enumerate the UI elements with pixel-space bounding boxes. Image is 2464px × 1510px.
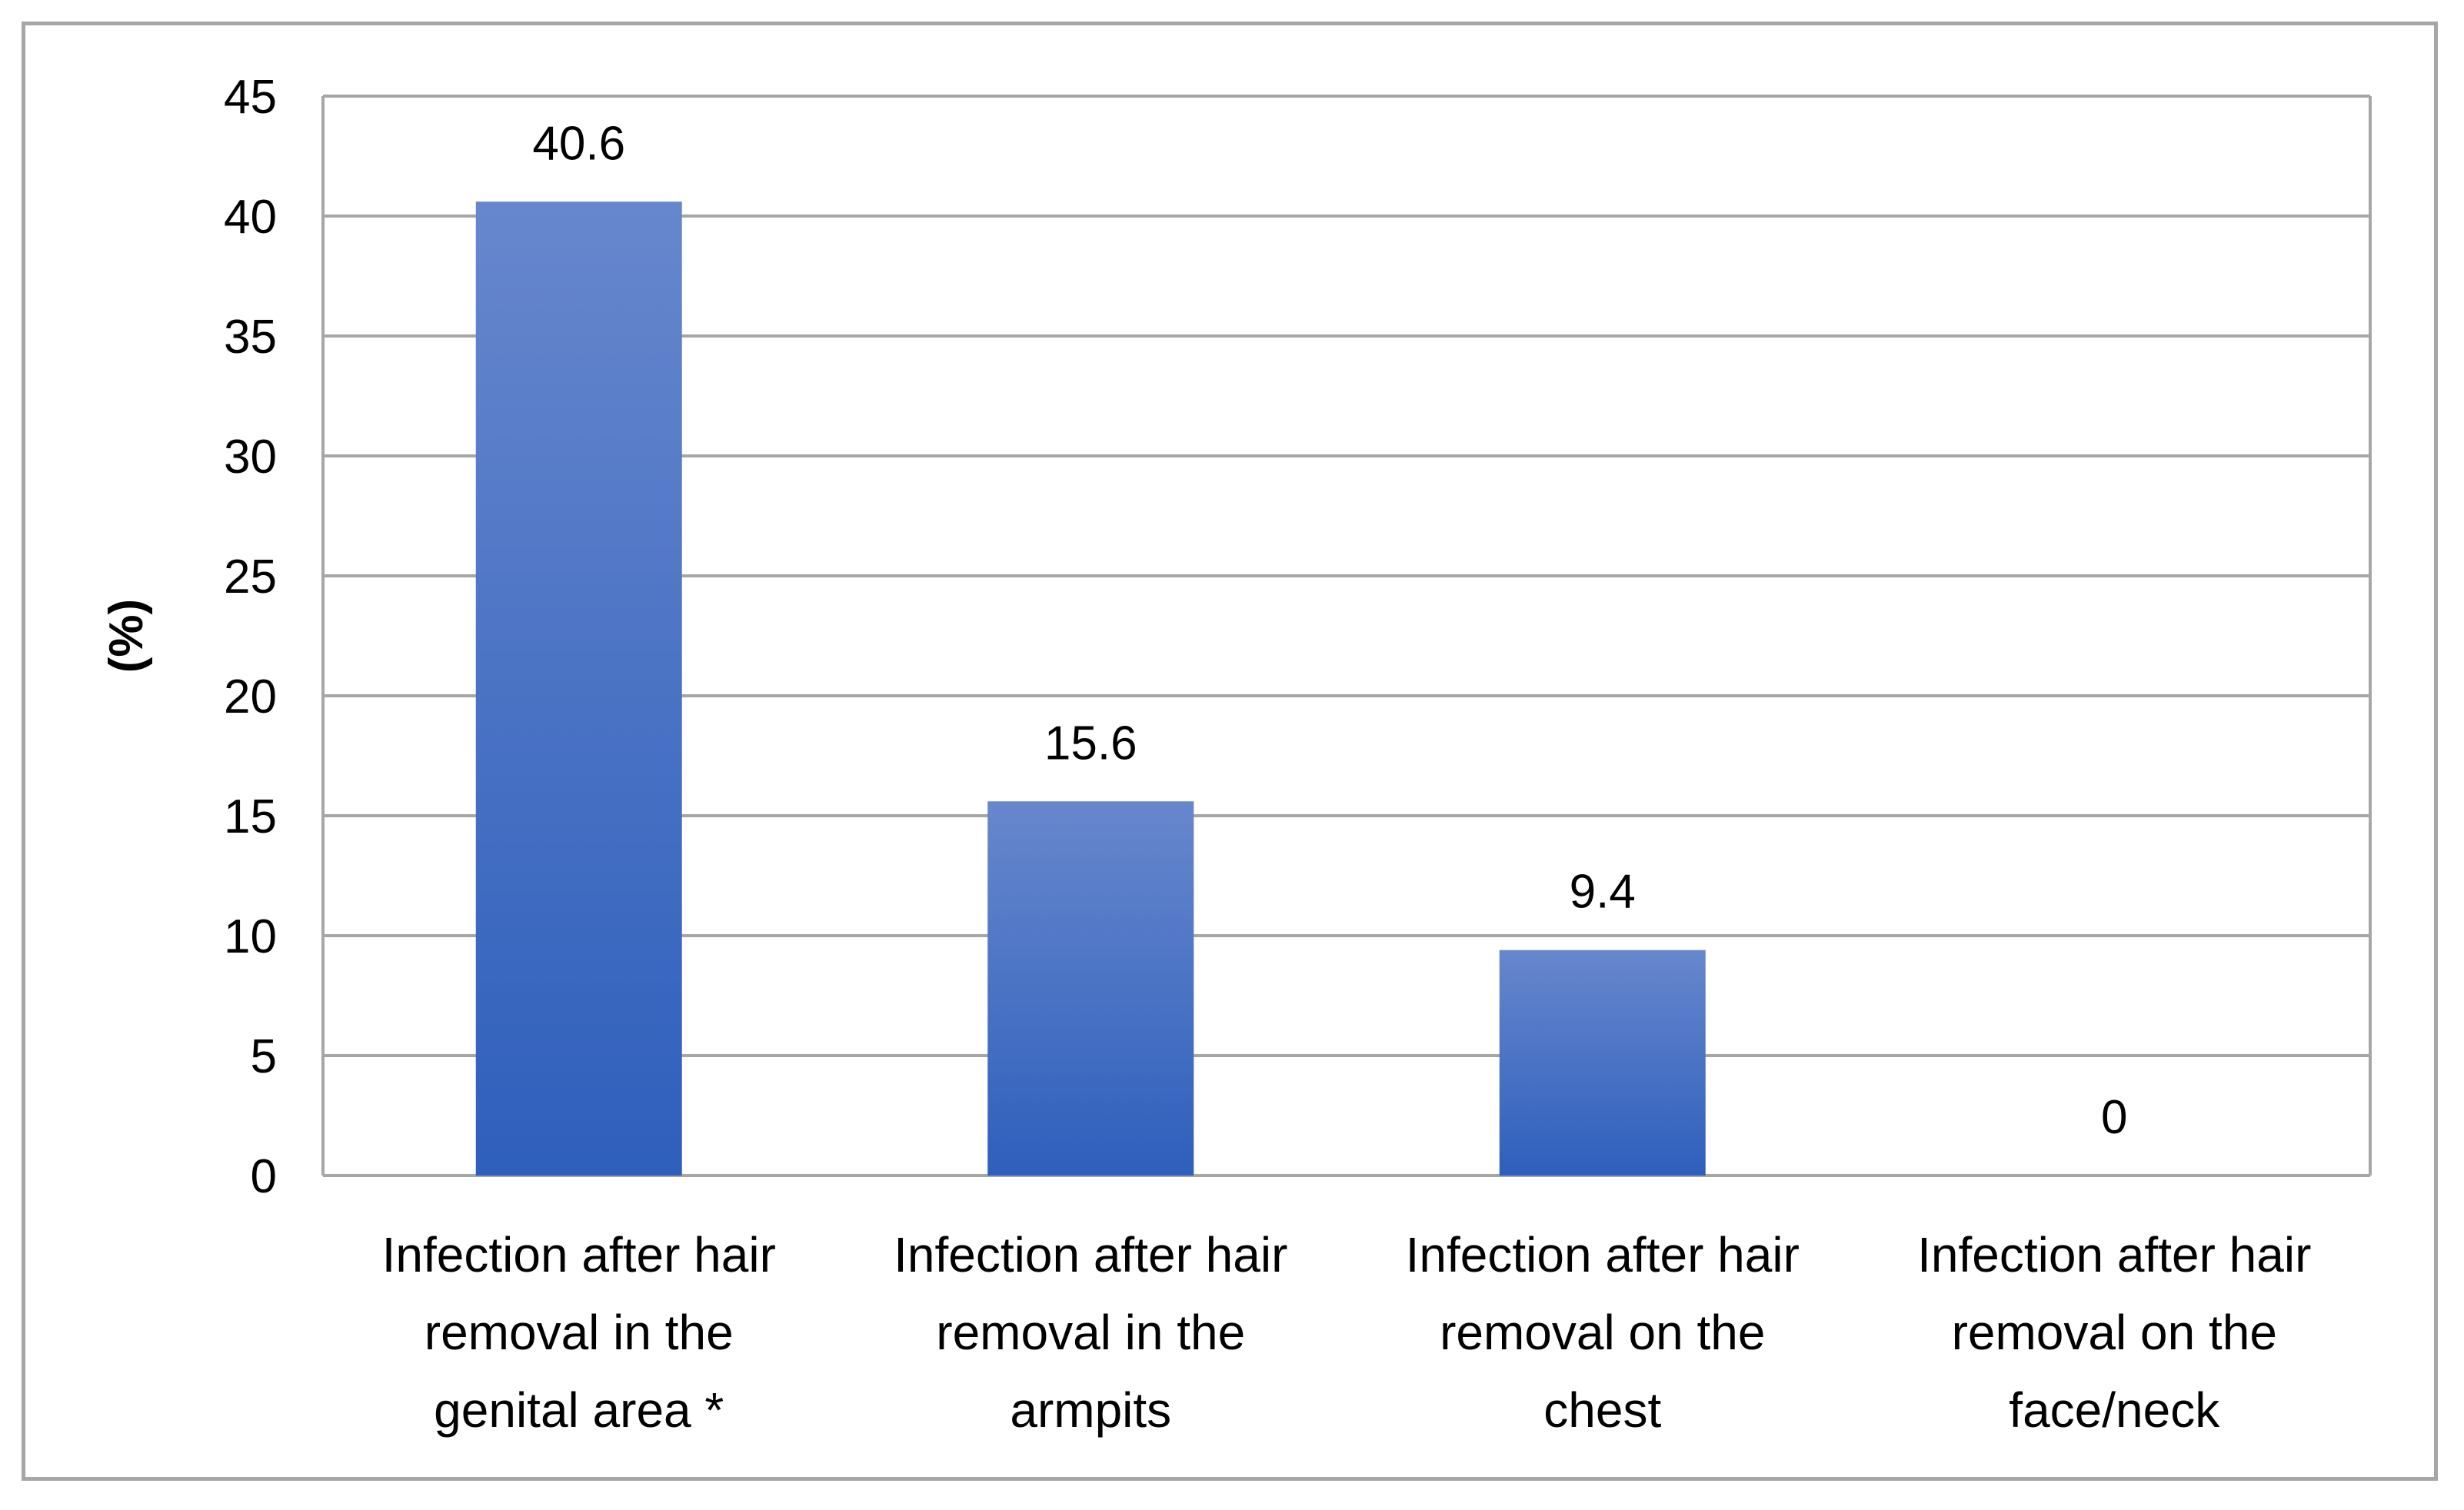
y-tick-label-10: 10 <box>224 910 277 963</box>
x-category-label-line: Infection after hair <box>382 1227 776 1282</box>
x-category-label-1: Infection after hair removal in the genita… <box>382 1227 776 1438</box>
y-tick-label-25: 25 <box>224 550 277 604</box>
x-category-label-line: Infection after hair <box>1917 1227 2311 1282</box>
x-category-label-line: Infection after hair <box>1406 1227 1800 1282</box>
y-tick-label-40: 40 <box>224 191 277 244</box>
data-label-3: 9.4 <box>1570 866 1636 919</box>
x-category-label-3: Infection after hair removal on the chest <box>1406 1227 1800 1438</box>
bars <box>475 201 1706 1176</box>
y-tick-label-15: 15 <box>224 790 277 843</box>
x-category-label-line: face/neck <box>2009 1382 2220 1438</box>
y-axis-ticks: 0 5 10 15 20 25 30 35 40 45 <box>224 71 277 1203</box>
x-category-label-line: chest <box>1543 1382 1661 1438</box>
y-tick-label-0: 0 <box>251 1150 277 1203</box>
y-tick-label-45: 45 <box>224 71 277 124</box>
x-category-label-line: Infection after hair <box>894 1227 1287 1282</box>
y-tick-label-35: 35 <box>224 311 277 364</box>
x-category-label-line: genital area * <box>434 1382 724 1438</box>
y-axis-title: (%) <box>100 599 153 673</box>
x-category-label-line: armpits <box>1010 1382 1171 1438</box>
y-tick-label-20: 20 <box>224 670 277 723</box>
x-category-label-line: removal on the <box>1440 1305 1765 1360</box>
chart-frame <box>22 22 2438 1481</box>
data-label-4: 0 <box>2101 1091 2127 1144</box>
x-category-label-2: Infection after hair removal in the armpit… <box>894 1227 1287 1438</box>
x-axis-categories: Infection after hair removal in the genita… <box>382 1227 2312 1438</box>
y-tick-label-5: 5 <box>251 1030 277 1083</box>
x-category-label-4: Infection after hair removal on the face/n… <box>1917 1227 2311 1438</box>
data-label-2: 15.6 <box>1044 717 1137 770</box>
bar-2 <box>987 801 1194 1176</box>
bar-1 <box>475 201 682 1176</box>
y-tick-label-30: 30 <box>224 431 277 484</box>
x-category-label-line: removal in the <box>936 1305 1245 1360</box>
data-labels: 40.6 15.6 9.4 0 <box>532 117 2127 1144</box>
x-category-label-line: removal in the <box>425 1305 734 1360</box>
bar-3 <box>1499 950 1706 1176</box>
x-category-label-line: removal on the <box>1952 1305 2277 1360</box>
data-label-1: 40.6 <box>532 117 625 170</box>
